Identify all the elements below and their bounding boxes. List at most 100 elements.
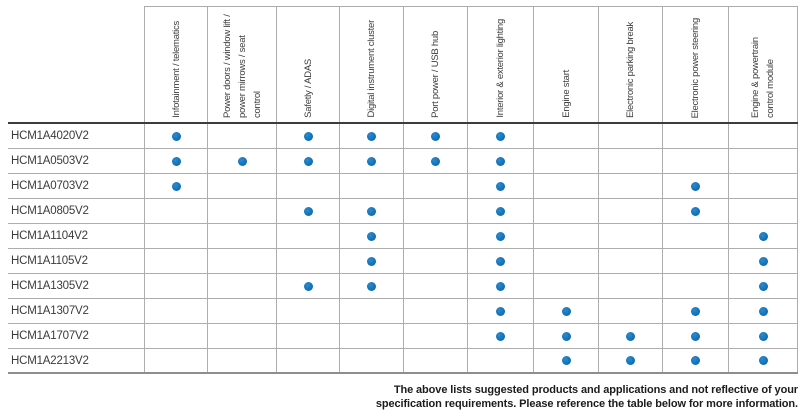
part-number: HCM1A0503V2 [11,155,89,167]
application-dot [626,356,635,365]
matrix-cell [144,249,207,273]
matrix-cell [467,124,533,148]
matrix-cell [467,249,533,273]
matrix-cell [207,124,276,148]
matrix-cell [339,174,403,198]
matrix-cell [467,274,533,298]
application-dot [367,131,376,141]
application-dot [496,131,505,141]
matrix-cell [728,274,798,298]
matrix-cell [144,274,207,298]
application-dot [496,231,505,241]
matrix-body: HCM1A4020V2 HCM1A0503V2 HCM1A0703V2 HCM1A08… [8,124,798,374]
matrix-cell [207,149,276,173]
application-dot [303,206,313,216]
matrix-cell [598,349,662,372]
matrix-cell [533,124,598,148]
part-number: HCM1A0703V2 [11,180,89,192]
matrix-cell [339,224,403,248]
application-dot [303,131,313,141]
application-dot [496,306,505,316]
matrix-cell [662,124,728,148]
column-header-label: Interior & exterior lighting [495,19,506,118]
part-number: HCM1A1104V2 [11,230,88,242]
footer-note-line1: The above lists suggested products and a… [393,384,798,396]
application-dot [171,131,181,141]
matrix-cell [276,299,339,323]
application-dot [367,231,376,241]
table-row: HCM1A1707V2 [8,324,798,349]
matrix-cell [276,324,339,348]
matrix-cell [728,199,798,223]
matrix-cell [207,199,276,223]
application-dot [758,331,768,341]
table-row: HCM1A0703V2 [8,174,798,199]
footer-note: The above lists suggested products and a… [376,384,798,411]
column-header-label: Power doors / window lift / power mirrow… [221,14,263,118]
matrix-cell [728,124,798,148]
application-dot [303,156,313,166]
matrix-cell [144,299,207,323]
column-header-label: Infotainment / telematics [170,21,182,118]
column-header-1: Infotainment / telematics [144,6,207,122]
table-row: HCM1A0503V2 [8,149,798,174]
part-number: HCM1A1707V2 [11,330,89,342]
application-dot [496,281,505,291]
part-number: HCM1A0805V2 [11,205,89,217]
matrix-cell [276,349,339,372]
matrix-cell [598,199,662,223]
application-dot [367,281,376,291]
matrix-cell [339,124,403,148]
matrix-cell [403,199,467,223]
matrix-cell [662,349,728,372]
application-dot [758,356,768,365]
matrix-cell [276,224,339,248]
matrix-cell [662,324,728,348]
column-header-label: Electronic power steering [690,17,701,118]
application-dot [367,156,376,166]
matrix-cell [144,324,207,348]
matrix-cell [207,299,276,323]
matrix-cell [207,174,276,198]
matrix-cell [533,199,598,223]
column-header-label: Engine & powertrain control module [750,37,776,118]
part-number: HCM1A1307V2 [11,305,89,317]
matrix-cell [276,274,339,298]
matrix-cell [467,324,533,348]
matrix-cell [598,124,662,148]
matrix-cell [207,224,276,248]
matrix-cell [403,149,467,173]
matrix-cell [276,174,339,198]
table-row: HCM1A1104V2 [8,224,798,249]
application-dot [237,156,247,166]
column-header-7: Engine start [533,6,598,122]
matrix-cell [207,324,276,348]
matrix-cell [403,324,467,348]
application-dot [431,156,440,166]
matrix-cell [662,299,728,323]
matrix-cell [533,224,598,248]
matrix-cell [728,324,798,348]
application-dot [496,206,505,216]
matrix-cell [467,349,533,372]
application-dot [691,331,700,341]
matrix-cell [339,199,403,223]
application-dot [496,156,505,166]
matrix-cell [533,174,598,198]
matrix-cell [533,249,598,273]
matrix-cell [339,324,403,348]
table-row: HCM1A1105V2 [8,249,798,274]
matrix-cell [339,274,403,298]
matrix-cell [339,149,403,173]
application-dot [691,181,700,191]
application-dot [758,281,768,291]
matrix-cell [662,149,728,173]
matrix-cell [598,299,662,323]
application-dot [691,356,700,365]
matrix-cell [467,199,533,223]
application-dot [496,181,505,191]
matrix-cell [403,249,467,273]
application-dot [496,331,505,341]
matrix-cell [662,199,728,223]
